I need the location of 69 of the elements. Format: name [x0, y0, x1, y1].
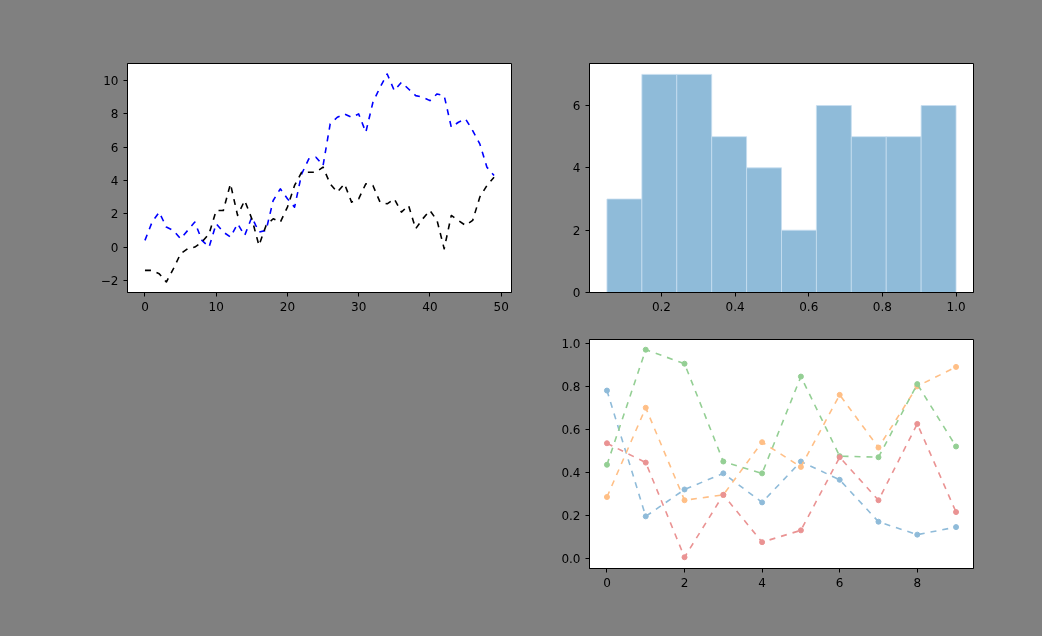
point [875, 454, 882, 461]
point [797, 463, 804, 470]
y-tick-label: 8 [110, 107, 119, 122]
y-tick-label: −2 [100, 273, 119, 288]
point [759, 499, 766, 506]
point [953, 443, 960, 450]
point [603, 494, 610, 500]
point [797, 458, 804, 465]
point [953, 524, 960, 531]
x-tick-label: 0.6 [799, 299, 819, 314]
x-tick-label: 4 [758, 575, 766, 590]
x-tick-label: 1.0 [946, 299, 966, 314]
x-tick-label: 0.2 [651, 299, 672, 314]
x-tick-label: 6 [835, 575, 844, 590]
y-tick-label: 0 [572, 286, 581, 300]
point [681, 360, 688, 367]
point [603, 387, 610, 394]
x-tick-label: 8 [913, 575, 922, 590]
point [603, 440, 610, 447]
y-tick-label: 0.8 [561, 379, 581, 394]
y-tick-label: 6 [110, 140, 119, 155]
y-tick-label: 0.0 [561, 551, 581, 566]
x-tick-label: 40 [422, 299, 438, 314]
y-tick-label: 6 [572, 99, 581, 114]
point [875, 444, 882, 451]
y-tick-label: 2 [572, 223, 581, 238]
point [836, 391, 843, 398]
point [914, 420, 921, 427]
point [797, 527, 804, 534]
x-tick-label: 0 [141, 299, 149, 314]
point [642, 513, 649, 520]
y-tick-label: 4 [572, 161, 581, 176]
point [914, 531, 921, 538]
x-tick-label: 30 [351, 299, 367, 314]
x-tick-label: 10 [208, 299, 224, 314]
x-tick-label: 0.8 [872, 299, 892, 314]
y-tick-label: 2 [110, 207, 119, 222]
point [642, 346, 649, 353]
point [642, 404, 649, 411]
point [603, 461, 610, 468]
point [836, 476, 843, 483]
point [681, 486, 688, 493]
y-tick-label: 0.6 [561, 422, 581, 437]
y-tick-label: 10 [103, 74, 119, 89]
point [681, 497, 688, 504]
x-tick-label: 0 [603, 575, 611, 590]
x-tick-label: 20 [279, 299, 296, 314]
x-tick-label: 50 [493, 299, 509, 314]
point [759, 439, 766, 446]
y-tick-label: 0 [110, 240, 119, 255]
point [759, 470, 766, 477]
point [953, 363, 960, 370]
point [875, 497, 882, 504]
y-tick-label: 1.0 [561, 336, 581, 351]
point [642, 459, 649, 466]
y-tick-label: 4 [110, 174, 119, 188]
point [759, 539, 766, 546]
point [797, 373, 804, 380]
x-tick-label: 2 [680, 575, 689, 590]
point [720, 458, 727, 465]
y-tick-label: 0.2 [561, 508, 581, 523]
line-series [144, 166, 495, 283]
point [953, 509, 960, 516]
x-tick-label: 0.4 [725, 299, 745, 314]
y-tick-label: 0.4 [561, 465, 581, 480]
point [875, 518, 882, 525]
line-series [144, 73, 495, 248]
point [720, 470, 727, 477]
point [681, 554, 688, 561]
